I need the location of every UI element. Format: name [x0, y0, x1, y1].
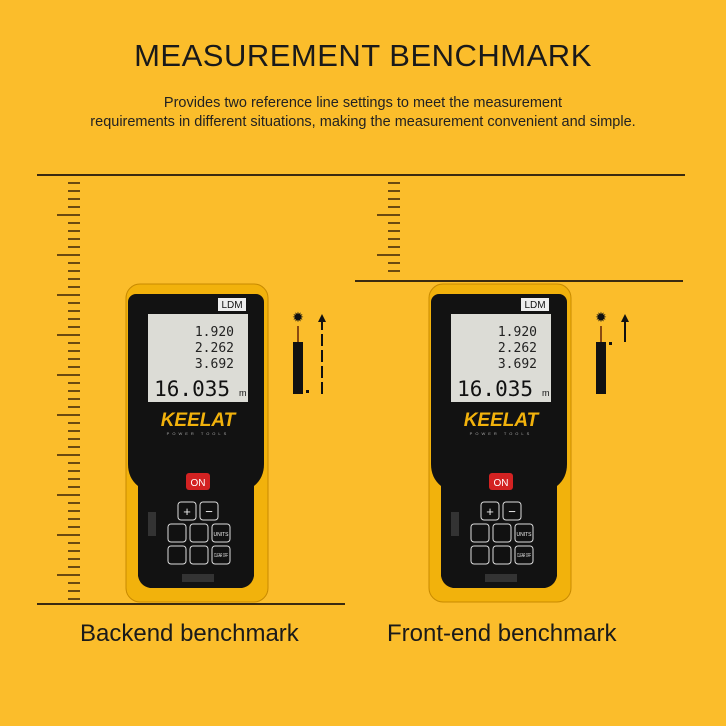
keypad-button[interactable]: [514, 523, 534, 543]
page-title: MEASUREMENT BENCHMARK: [134, 38, 592, 73]
arrow-head-icon: [318, 314, 326, 322]
keypad-button[interactable]: [211, 523, 231, 543]
brand-logo: KEELAT: [464, 410, 540, 431]
clear-off-button-label: CLEAR OFF: [517, 553, 531, 559]
lcd-reading: 1.920: [195, 325, 234, 340]
keypad-button-label: +: [486, 504, 494, 519]
keypad-button[interactable]: [211, 545, 231, 565]
keypad-button[interactable]: [492, 523, 512, 543]
lcd-reading: 3.692: [195, 357, 234, 372]
keypad-button-label: +: [183, 504, 191, 519]
lcd-reading: 2.262: [498, 341, 537, 356]
lcd-reading: 1.920: [498, 325, 537, 340]
brand-logo: KEELAT: [161, 410, 237, 431]
lcd-reading: 3.692: [498, 357, 537, 372]
keypad-button[interactable]: [502, 501, 522, 521]
page-subtitle: Provides two reference line settings to …: [0, 94, 726, 132]
mode-label: LDM: [221, 300, 242, 311]
reference-lines: [37, 174, 685, 605]
keypad-button[interactable]: [480, 501, 500, 521]
lcd-screen: [148, 314, 248, 402]
device-symbol-icon: [293, 342, 303, 394]
clear-off-button-label: CLEAR OFF: [214, 553, 228, 559]
lcd-unit: m: [239, 388, 247, 398]
device-symbol-icon: [596, 342, 606, 394]
on-button[interactable]: [186, 473, 210, 490]
keypad-button[interactable]: [514, 545, 534, 565]
keypad-button[interactable]: [167, 523, 187, 543]
side-level-vial: [148, 512, 156, 536]
lcd-main-reading: 16.035: [154, 377, 230, 401]
reference-point-icon: [306, 390, 309, 393]
keypad-button[interactable]: [492, 545, 512, 565]
on-button[interactable]: [489, 473, 513, 490]
bottom-level-vial: [485, 574, 517, 582]
laser-burst-icon: ✹: [595, 309, 607, 325]
side-level-vial: [451, 512, 459, 536]
brand-tagline: POWER TOOLS: [470, 431, 533, 436]
keypad-button-label: UNITS: [214, 532, 230, 538]
mode-label-box: [521, 298, 549, 311]
subtitle-line-1: Provides two reference line settings to …: [163, 95, 563, 111]
lcd-screen: [451, 314, 551, 402]
keypad-button[interactable]: [167, 545, 187, 565]
caption-backend: Backend benchmark: [80, 620, 299, 647]
arrow-head-icon: [621, 314, 629, 322]
ruler-left: [57, 182, 80, 600]
keypad-button[interactable]: [189, 523, 209, 543]
lcd-unit: m: [542, 388, 550, 398]
keypad-button-label: −: [205, 504, 213, 519]
lcd-main-reading: 16.035: [457, 377, 533, 401]
keypad-button[interactable]: [189, 545, 209, 565]
on-button-label: ON: [191, 478, 206, 489]
keypad-button[interactable]: [177, 501, 197, 521]
keypad-button[interactable]: [199, 501, 219, 521]
keypad-button[interactable]: [470, 523, 490, 543]
mode-label-box: [218, 298, 246, 311]
subtitle-line-2: requirements in different situations, ma…: [90, 114, 636, 130]
caption-frontend: Front-end benchmark: [387, 620, 617, 647]
keypad-button-label: UNITS: [517, 532, 533, 538]
on-button-label: ON: [494, 478, 509, 489]
mode-label: LDM: [524, 300, 545, 311]
brand-tagline: POWER TOOLS: [167, 431, 230, 436]
keypad-button[interactable]: [470, 545, 490, 565]
ruler-right: [377, 182, 400, 272]
laser-burst-icon: ✹: [292, 309, 304, 325]
lcd-reading: 2.262: [195, 341, 234, 356]
reference-point-icon: [609, 342, 612, 345]
keypad-button-label: −: [508, 504, 516, 519]
bottom-level-vial: [182, 574, 214, 582]
